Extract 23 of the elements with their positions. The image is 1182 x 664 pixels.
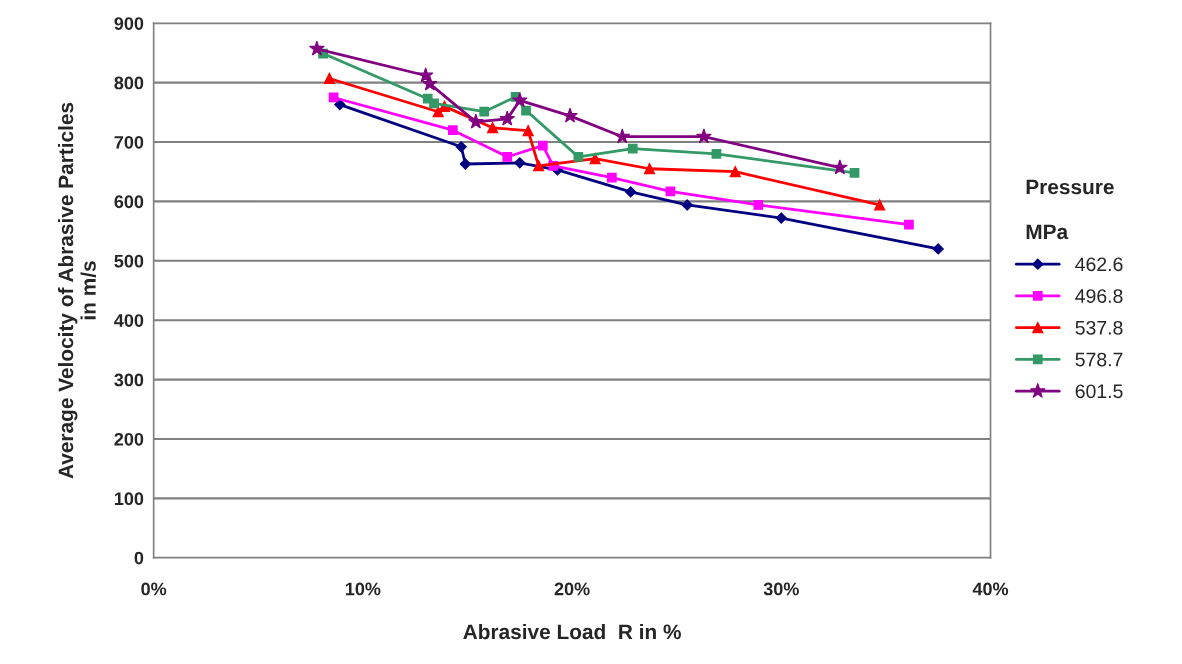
y-tick-label: 600 [114,195,144,209]
x-tick-label: 0% [141,582,167,596]
legend-label: 578.7 [1075,352,1123,367]
y-tick-label: 800 [114,76,144,90]
y-tick-label: 500 [114,254,144,268]
text: Pressure MPa [1026,179,1114,240]
legend-label: 601.5 [1075,384,1123,399]
legend-label: 462.6 [1075,257,1123,272]
y-tick-label: 300 [114,373,144,387]
y-axis-title: Average Velocity of Abrasive Particles in m/s [57,102,97,479]
x-tick-label: 10% [345,582,381,596]
y-tick-label: 400 [114,314,144,327]
x-tick-label: 30% [763,582,799,596]
x-axis-title: Abrasive Load R in % [463,623,681,640]
y-tick-label: 100 [114,492,144,506]
x-tick-label: 40% [972,582,1009,596]
y-tick-label: 700 [114,135,144,149]
x-tick-label: 20% [554,582,590,596]
y-tick-label: 900 [114,17,144,30]
legend-label: 537.8 [1075,320,1123,335]
legend-label: 496.8 [1075,289,1123,303]
y-tick-label: 0 [134,551,144,565]
y-tick-label: 200 [114,432,144,446]
